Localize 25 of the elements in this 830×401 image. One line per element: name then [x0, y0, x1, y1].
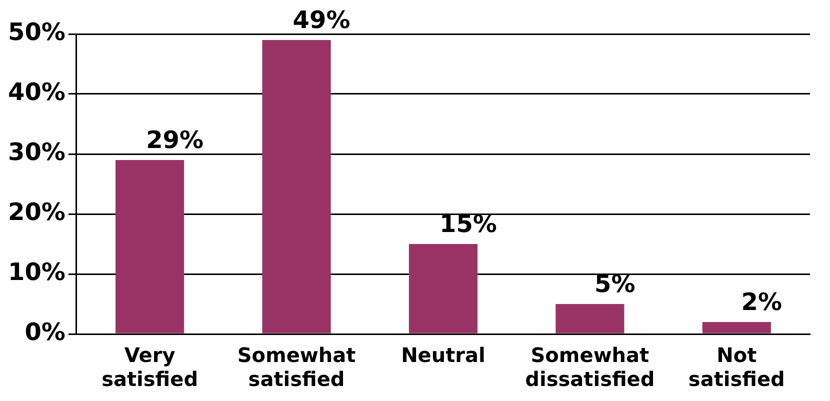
y-tick-label: 50%	[8, 18, 66, 46]
category-label: Not	[716, 343, 757, 368]
category-label: satisfied	[688, 367, 785, 392]
category-label: dissatisfied	[525, 367, 655, 392]
category-label: Very	[124, 343, 176, 368]
data-label: 49%	[292, 6, 350, 34]
y-tick-label: 20%	[8, 198, 66, 226]
y-tick-label: 30%	[8, 138, 66, 166]
bar	[262, 40, 331, 334]
data-label: 5%	[594, 270, 636, 298]
bar	[556, 304, 624, 334]
data-label: 2%	[741, 288, 782, 316]
data-label: 15%	[439, 210, 497, 238]
category-label: satisfied	[102, 367, 198, 392]
category-label: Neutral	[401, 343, 486, 368]
y-tick-label: 10%	[8, 258, 66, 286]
bar	[116, 160, 184, 334]
category-label: satisfied	[248, 367, 345, 392]
data-label: 29%	[146, 126, 204, 154]
y-tick-label: 0%	[24, 318, 66, 346]
y-tick-label: 40%	[8, 78, 66, 106]
bar	[702, 322, 771, 334]
category-label: Somewhat	[530, 343, 650, 368]
bar	[408, 244, 478, 334]
category-label: Somewhat	[237, 343, 356, 368]
